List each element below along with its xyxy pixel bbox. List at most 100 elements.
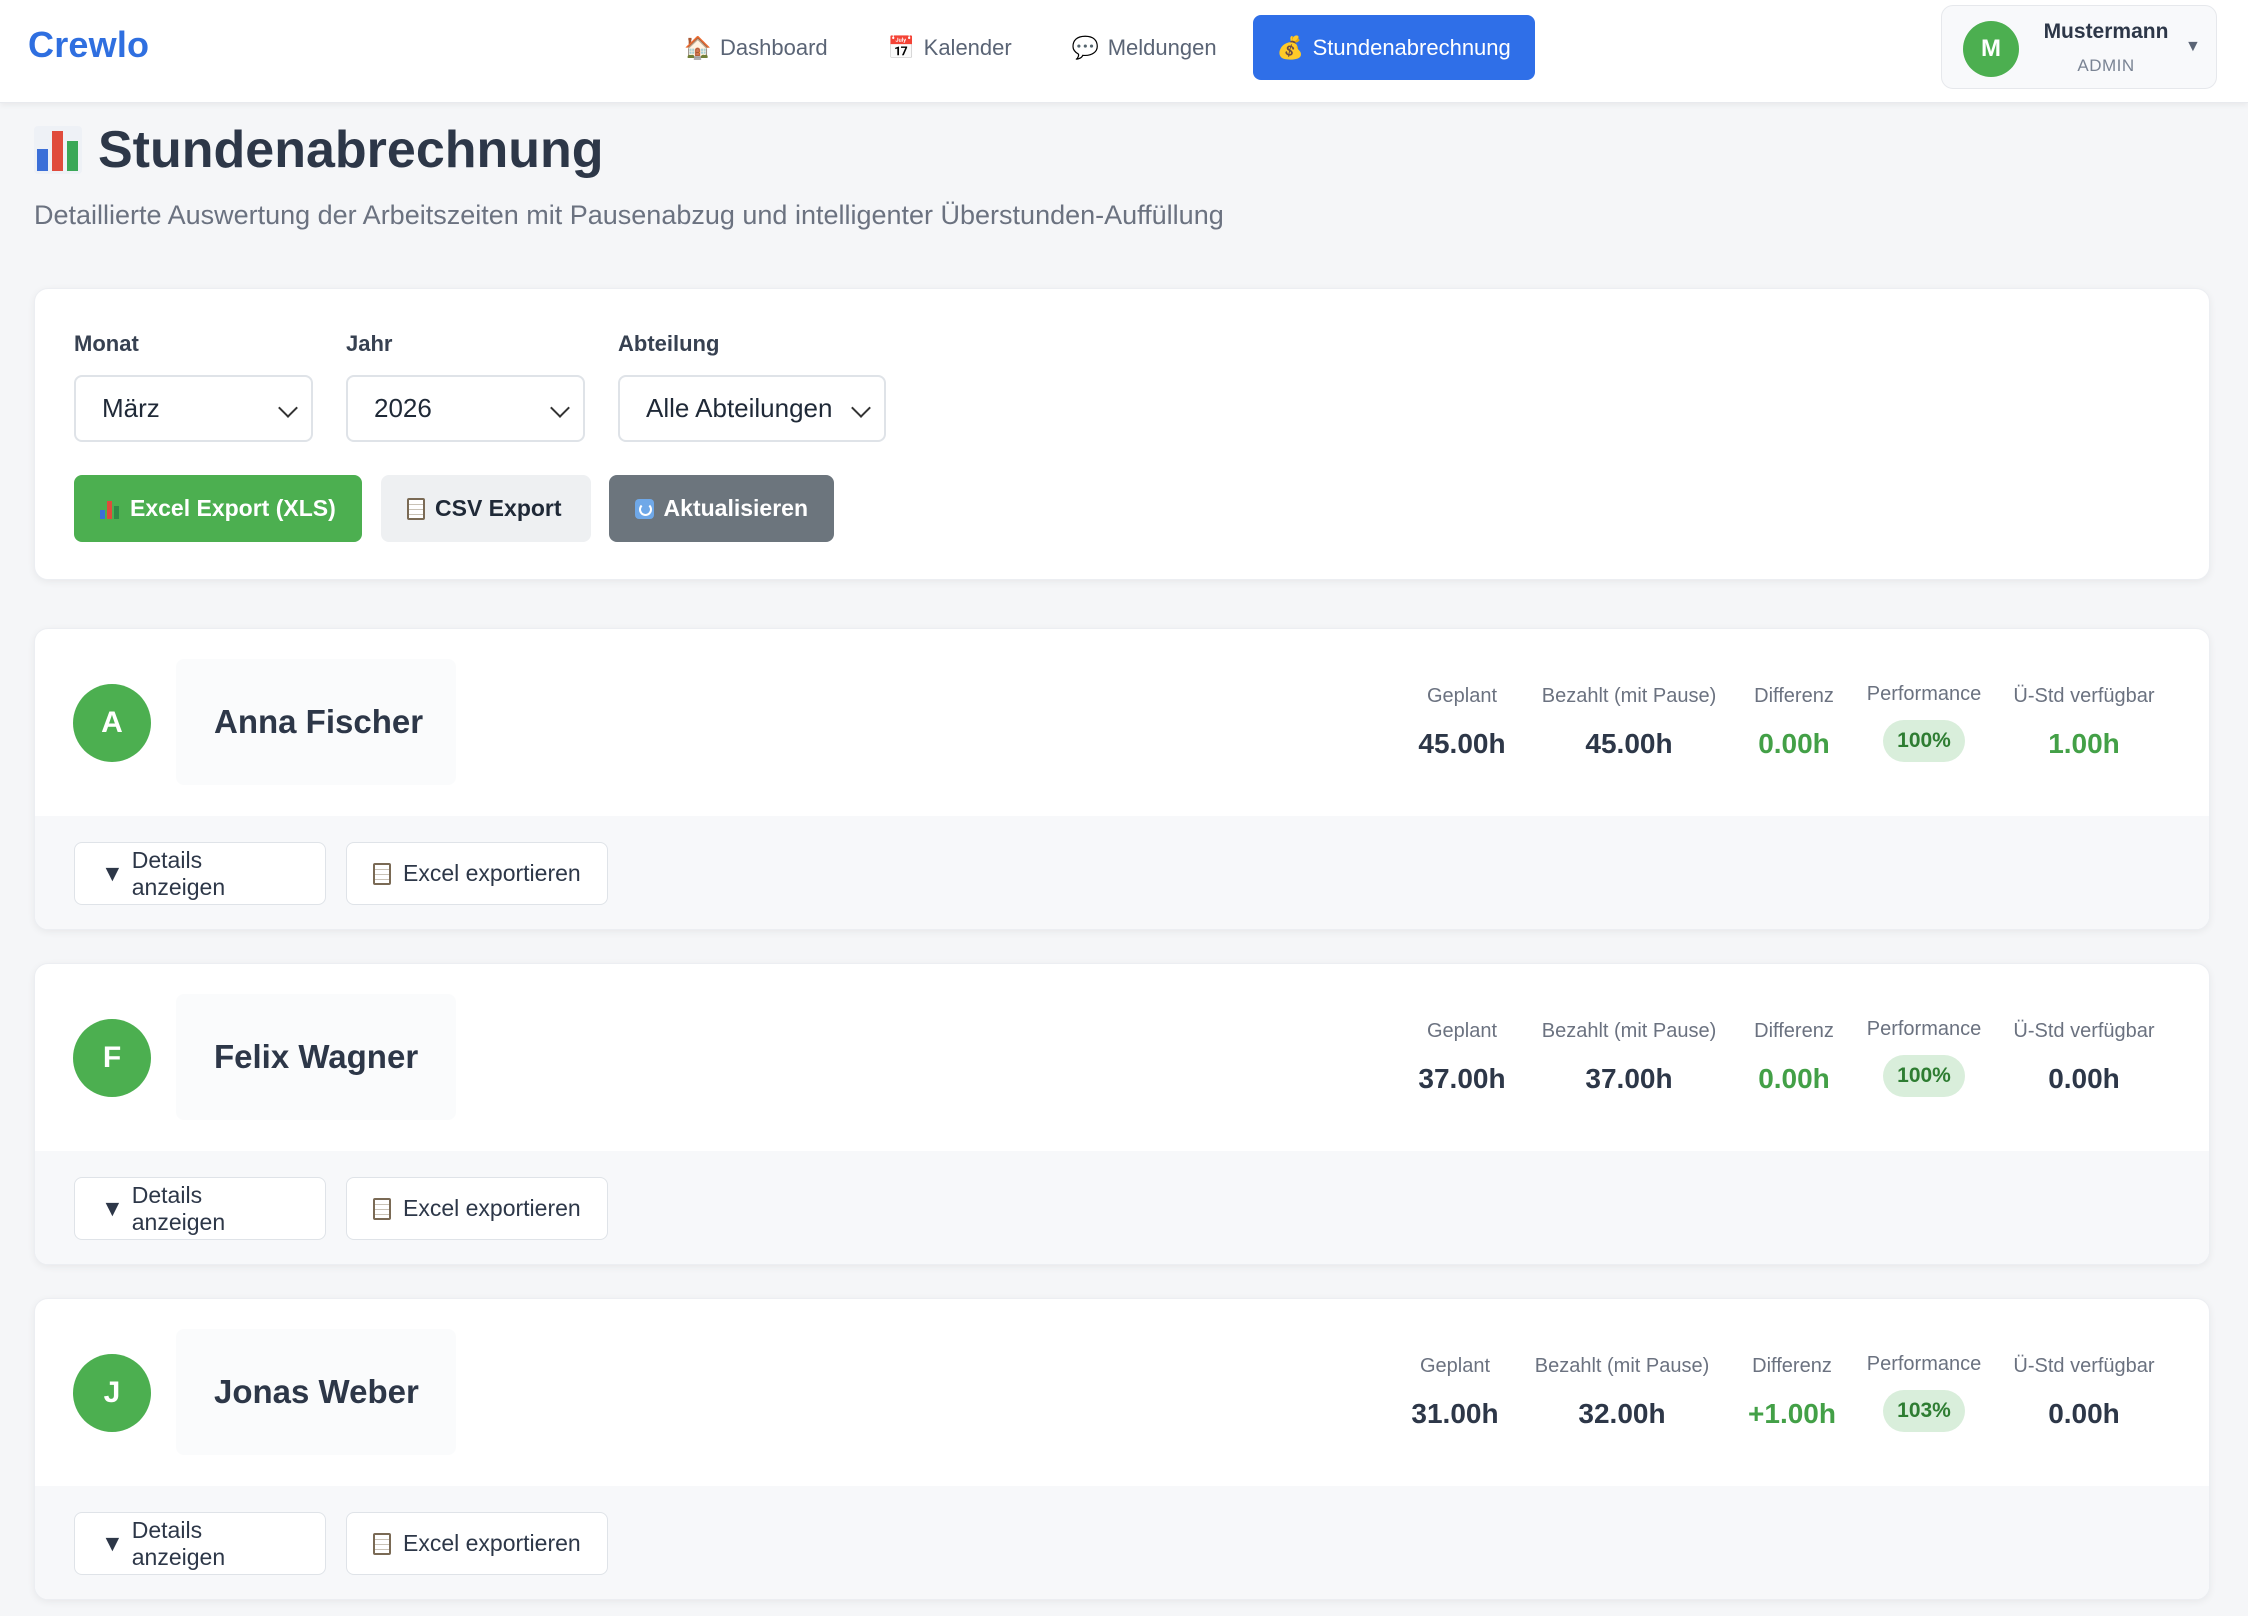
nav-kalender[interactable]: 📅 Kalender bbox=[864, 15, 1036, 80]
clipboard-icon bbox=[373, 1197, 391, 1220]
employee-card-felix-wagner: F Felix Wagner Geplant 37.00h Bezahlt (m… bbox=[34, 963, 2210, 1265]
details-toggle-label: Details anzeigen bbox=[131, 1516, 226, 1570]
caret-down-icon: ▼ bbox=[2185, 38, 2201, 55]
stat-planned-value: 45.00h bbox=[1418, 728, 1506, 759]
month-select-value: März bbox=[102, 393, 160, 423]
stat-overtime-label: Ü-Std verfügbar bbox=[2013, 1020, 2155, 1042]
year-select-value: 2026 bbox=[374, 393, 432, 423]
clipboard-icon bbox=[407, 497, 425, 520]
nav-meldungen-label: Meldungen bbox=[1107, 34, 1217, 60]
department-select-value: Alle Abteilungen bbox=[646, 393, 833, 423]
stat-planned-value: 31.00h bbox=[1411, 1398, 1499, 1429]
top-navigation-bar: Crewlo 🏠 Dashboard 📅 Kalender 💬 Meldunge… bbox=[0, 0, 2248, 103]
stat-difference-value: 0.00h bbox=[1758, 728, 1830, 759]
stat-difference-value: 0.00h bbox=[1758, 1063, 1830, 1094]
year-label: Jahr bbox=[346, 331, 393, 356]
employee-excel-export-label: Excel exportieren bbox=[403, 1195, 581, 1221]
employee-excel-export-label: Excel exportieren bbox=[403, 1530, 581, 1556]
stat-difference: Differenz +1.00h bbox=[1732, 1355, 1852, 1430]
stat-difference-label: Differenz bbox=[1752, 1355, 1832, 1377]
employee-card-anna-fischer: A Anna Fischer Geplant 45.00h Bezahlt (m… bbox=[34, 628, 2210, 930]
stat-paid: Bezahlt (mit Pause) 45.00h bbox=[1529, 685, 1729, 760]
filter-card: Monat März Jahr 2026 Abteilung Alle Abte… bbox=[34, 288, 2210, 580]
stat-paid-value: 45.00h bbox=[1585, 728, 1673, 759]
stat-planned-label: Geplant bbox=[1419, 1355, 1491, 1377]
csv-export-button[interactable]: CSV Export bbox=[381, 475, 591, 542]
details-toggle-button[interactable]: ▼ Details anzeigen bbox=[74, 1177, 326, 1240]
year-select[interactable]: 2026 bbox=[346, 375, 585, 442]
stat-performance: Performance 100% bbox=[1859, 683, 1989, 762]
stat-difference: Differenz 0.00h bbox=[1739, 685, 1849, 760]
nav-dashboard[interactable]: 🏠 Dashboard bbox=[660, 15, 852, 80]
employee-avatar: A bbox=[73, 684, 151, 762]
bar-chart-icon bbox=[34, 126, 82, 174]
stat-paid-value: 32.00h bbox=[1578, 1398, 1666, 1429]
employee-excel-export-button[interactable]: Excel exportieren bbox=[346, 1177, 608, 1240]
performance-badge: 103% bbox=[1883, 1390, 1965, 1432]
triangle-down-icon: ▼ bbox=[101, 1195, 124, 1221]
department-select[interactable]: Alle Abteilungen bbox=[618, 375, 886, 442]
user-role: ADMIN bbox=[2077, 56, 2135, 75]
stat-planned-label: Geplant bbox=[1426, 685, 1498, 707]
stat-difference-label: Differenz bbox=[1754, 1020, 1834, 1042]
triangle-down-icon: ▼ bbox=[101, 1530, 124, 1556]
calendar-icon: 📅 bbox=[887, 34, 916, 60]
performance-badge: 100% bbox=[1883, 1055, 1965, 1097]
user-name: Mustermann bbox=[2043, 20, 2169, 43]
page-subtitle: Detaillierte Auswertung der Arbeitszeite… bbox=[34, 200, 1224, 230]
page-title-row: Stundenabrechnung bbox=[34, 120, 604, 180]
details-toggle-label: Details anzeigen bbox=[131, 1181, 226, 1235]
chevron-down-icon bbox=[851, 398, 871, 418]
employee-name: Felix Wagner bbox=[176, 994, 456, 1120]
stat-planned: Geplant 31.00h bbox=[1400, 1355, 1510, 1430]
chevron-down-icon bbox=[550, 398, 570, 418]
stat-overtime-value: 1.00h bbox=[2048, 728, 2120, 759]
employee-excel-export-button[interactable]: Excel exportieren bbox=[346, 842, 608, 905]
stat-difference-label: Differenz bbox=[1754, 685, 1834, 707]
bar-chart-icon bbox=[100, 499, 120, 519]
chevron-down-icon bbox=[278, 398, 298, 418]
month-select[interactable]: März bbox=[74, 375, 313, 442]
employee-avatar: J bbox=[73, 1354, 151, 1432]
nav-dashboard-label: Dashboard bbox=[720, 34, 828, 60]
department-label: Abteilung bbox=[618, 331, 720, 356]
brand-logo[interactable]: Crewlo bbox=[28, 24, 150, 65]
page-title: Stundenabrechnung bbox=[98, 121, 604, 179]
stat-paid: Bezahlt (mit Pause) 37.00h bbox=[1529, 1020, 1729, 1095]
house-icon: 🏠 bbox=[684, 34, 712, 60]
clipboard-icon bbox=[373, 862, 391, 885]
stat-overtime: Ü-Std verfügbar 0.00h bbox=[1999, 1355, 2169, 1430]
details-toggle-button[interactable]: ▼ Details anzeigen bbox=[74, 1512, 326, 1575]
stat-difference-value: +1.00h bbox=[1748, 1398, 1836, 1429]
nav-kalender-label: Kalender bbox=[923, 34, 1012, 60]
user-menu[interactable]: M Mustermann ADMIN ▼ bbox=[1941, 5, 2217, 89]
excel-export-button[interactable]: Excel Export (XLS) bbox=[74, 475, 362, 542]
clipboard-icon bbox=[373, 1532, 391, 1555]
employee-name: Anna Fischer bbox=[176, 659, 456, 785]
nav-stundenabrechnung[interactable]: 💰 Stundenabrechnung bbox=[1252, 15, 1535, 80]
stat-paid-label: Bezahlt (mit Pause) bbox=[1541, 1020, 1717, 1042]
employee-name: Jonas Weber bbox=[176, 1329, 456, 1455]
details-toggle-label: Details anzeigen bbox=[131, 846, 226, 900]
stat-overtime: Ü-Std verfügbar 0.00h bbox=[1999, 1020, 2169, 1095]
nav-meldungen[interactable]: 💬 Meldungen bbox=[1048, 15, 1241, 80]
refresh-button[interactable]: Aktualisieren bbox=[609, 475, 834, 542]
money-bag-icon: 💰 bbox=[1276, 34, 1304, 60]
stat-overtime-label: Ü-Std verfügbar bbox=[2013, 685, 2155, 707]
triangle-down-icon: ▼ bbox=[101, 860, 124, 886]
employee-avatar: F bbox=[73, 1019, 151, 1097]
stat-overtime-value: 0.00h bbox=[2048, 1063, 2120, 1094]
nav-stundenabrechnung-label: Stundenabrechnung bbox=[1312, 34, 1511, 60]
refresh-label: Aktualisieren bbox=[663, 495, 808, 521]
csv-export-label: CSV Export bbox=[435, 495, 562, 521]
stat-overtime-value: 0.00h bbox=[2048, 1398, 2120, 1429]
performance-badge: 100% bbox=[1883, 720, 1965, 762]
speech-bubble-icon: 💬 bbox=[1071, 34, 1100, 60]
stat-overtime: Ü-Std verfügbar 1.00h bbox=[1999, 685, 2169, 760]
stat-planned-value: 37.00h bbox=[1418, 1063, 1506, 1094]
user-avatar: M bbox=[1963, 21, 2019, 77]
stat-performance-label: Performance bbox=[1866, 1018, 1982, 1040]
details-toggle-button[interactable]: ▼ Details anzeigen bbox=[74, 842, 326, 905]
employee-excel-export-button[interactable]: Excel exportieren bbox=[346, 1512, 608, 1575]
stat-overtime-label: Ü-Std verfügbar bbox=[2013, 1355, 2155, 1377]
